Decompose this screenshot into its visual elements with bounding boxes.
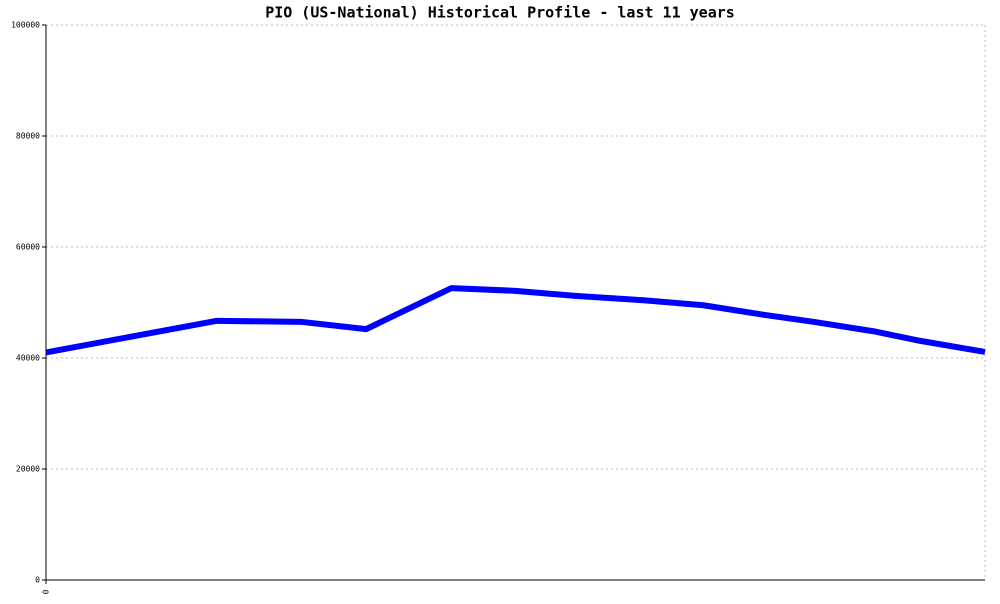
x-tick-label: 0 [42, 589, 51, 594]
y-tick-label: 60000 [16, 243, 40, 252]
y-tick-label: 0 [35, 576, 40, 585]
y-tick-label: 100000 [11, 21, 40, 30]
chart-title: PIO (US-National) Historical Profile - l… [265, 4, 735, 22]
y-tick-label: 40000 [16, 354, 40, 363]
data-line [45, 285, 986, 356]
y-tick-label: 20000 [16, 465, 40, 474]
y-tick-label: 80000 [16, 132, 40, 141]
